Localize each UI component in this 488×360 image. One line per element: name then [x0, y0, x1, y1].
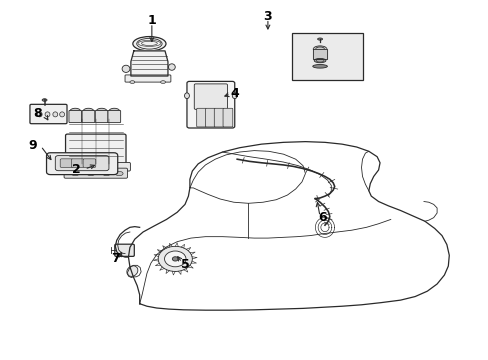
- Ellipse shape: [71, 171, 79, 176]
- Ellipse shape: [45, 112, 50, 117]
- Ellipse shape: [314, 58, 325, 63]
- FancyBboxPatch shape: [30, 104, 67, 124]
- Text: 2: 2: [72, 163, 81, 176]
- Text: 9: 9: [28, 139, 37, 152]
- FancyBboxPatch shape: [214, 108, 224, 127]
- FancyBboxPatch shape: [223, 108, 232, 127]
- Text: 5: 5: [180, 258, 189, 271]
- Ellipse shape: [60, 112, 64, 117]
- Polygon shape: [131, 51, 167, 76]
- Ellipse shape: [317, 38, 322, 40]
- Ellipse shape: [87, 171, 95, 176]
- FancyBboxPatch shape: [65, 134, 126, 166]
- Polygon shape: [313, 49, 326, 59]
- FancyBboxPatch shape: [60, 159, 73, 167]
- FancyBboxPatch shape: [95, 111, 108, 123]
- Ellipse shape: [83, 108, 94, 114]
- Ellipse shape: [37, 112, 42, 117]
- Ellipse shape: [109, 108, 120, 114]
- Ellipse shape: [80, 170, 84, 172]
- Ellipse shape: [96, 108, 107, 114]
- Text: 1: 1: [147, 14, 156, 27]
- Text: 4: 4: [230, 87, 239, 100]
- Ellipse shape: [93, 170, 98, 172]
- Ellipse shape: [107, 170, 112, 172]
- Ellipse shape: [158, 246, 192, 271]
- Ellipse shape: [313, 46, 326, 52]
- Ellipse shape: [102, 171, 110, 176]
- Ellipse shape: [130, 81, 135, 84]
- Ellipse shape: [66, 170, 71, 172]
- Ellipse shape: [168, 64, 175, 70]
- FancyBboxPatch shape: [115, 244, 134, 256]
- Ellipse shape: [122, 65, 130, 72]
- FancyBboxPatch shape: [71, 159, 84, 167]
- FancyBboxPatch shape: [64, 168, 127, 178]
- FancyBboxPatch shape: [55, 156, 109, 171]
- Ellipse shape: [312, 64, 327, 68]
- Ellipse shape: [43, 99, 46, 100]
- Ellipse shape: [53, 112, 58, 117]
- Ellipse shape: [126, 266, 138, 276]
- Ellipse shape: [115, 171, 123, 176]
- FancyBboxPatch shape: [82, 111, 95, 123]
- Ellipse shape: [133, 37, 165, 51]
- FancyBboxPatch shape: [125, 75, 170, 82]
- Text: 6: 6: [318, 211, 326, 224]
- FancyBboxPatch shape: [205, 108, 215, 127]
- FancyBboxPatch shape: [69, 111, 81, 123]
- FancyBboxPatch shape: [196, 108, 206, 127]
- FancyBboxPatch shape: [83, 159, 96, 167]
- FancyBboxPatch shape: [186, 81, 234, 128]
- Ellipse shape: [164, 251, 185, 267]
- Ellipse shape: [120, 170, 125, 172]
- Text: 8: 8: [33, 107, 41, 120]
- FancyBboxPatch shape: [46, 153, 118, 175]
- Ellipse shape: [232, 93, 237, 99]
- Ellipse shape: [42, 99, 47, 101]
- FancyBboxPatch shape: [194, 84, 227, 109]
- Text: 3: 3: [263, 10, 272, 23]
- Bar: [292, 33, 362, 80]
- FancyBboxPatch shape: [108, 111, 121, 123]
- Text: 7: 7: [111, 252, 120, 265]
- Ellipse shape: [70, 108, 81, 114]
- Ellipse shape: [184, 93, 189, 99]
- Ellipse shape: [172, 257, 178, 261]
- Ellipse shape: [160, 81, 165, 84]
- FancyBboxPatch shape: [61, 162, 130, 171]
